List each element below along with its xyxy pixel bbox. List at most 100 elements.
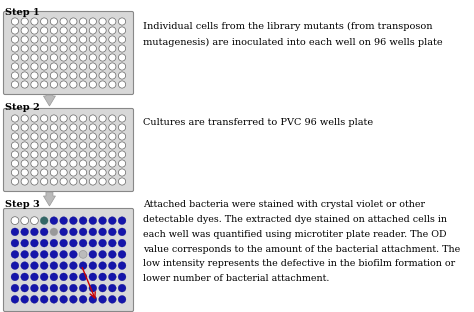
Circle shape bbox=[40, 295, 48, 303]
Circle shape bbox=[11, 142, 18, 149]
Circle shape bbox=[50, 295, 58, 303]
Circle shape bbox=[11, 239, 19, 247]
Circle shape bbox=[31, 151, 38, 158]
Circle shape bbox=[21, 115, 28, 122]
Circle shape bbox=[31, 27, 38, 34]
Circle shape bbox=[60, 18, 67, 25]
Circle shape bbox=[80, 169, 87, 176]
Circle shape bbox=[40, 239, 48, 247]
Text: Cultures are transferred to PVC 96 wells plate: Cultures are transferred to PVC 96 wells… bbox=[143, 118, 373, 127]
Circle shape bbox=[41, 18, 48, 25]
Circle shape bbox=[118, 262, 126, 270]
Circle shape bbox=[60, 217, 67, 225]
Circle shape bbox=[11, 133, 18, 140]
Text: lower number of bacterial attachment.: lower number of bacterial attachment. bbox=[143, 274, 329, 283]
Circle shape bbox=[89, 115, 96, 122]
Circle shape bbox=[60, 133, 67, 140]
Circle shape bbox=[89, 45, 96, 52]
Circle shape bbox=[60, 115, 67, 122]
Circle shape bbox=[40, 262, 48, 270]
Circle shape bbox=[60, 295, 67, 303]
Circle shape bbox=[80, 63, 87, 70]
Circle shape bbox=[60, 251, 67, 258]
Circle shape bbox=[89, 262, 97, 270]
Circle shape bbox=[50, 115, 57, 122]
Circle shape bbox=[80, 81, 87, 88]
Circle shape bbox=[70, 18, 77, 25]
Circle shape bbox=[70, 239, 77, 247]
Circle shape bbox=[89, 133, 96, 140]
Circle shape bbox=[60, 142, 67, 149]
Circle shape bbox=[70, 36, 77, 43]
Text: detectable dyes. The extracted dye stained on attached cells in: detectable dyes. The extracted dye stain… bbox=[143, 215, 447, 224]
Circle shape bbox=[21, 36, 28, 43]
Circle shape bbox=[89, 54, 96, 61]
Circle shape bbox=[21, 18, 28, 25]
Circle shape bbox=[89, 27, 96, 34]
Circle shape bbox=[50, 284, 58, 292]
Circle shape bbox=[11, 273, 19, 281]
Circle shape bbox=[99, 284, 107, 292]
Circle shape bbox=[70, 160, 77, 167]
Circle shape bbox=[89, 160, 96, 167]
Circle shape bbox=[70, 27, 77, 34]
Circle shape bbox=[109, 133, 116, 140]
Circle shape bbox=[70, 217, 77, 225]
Circle shape bbox=[31, 63, 38, 70]
Circle shape bbox=[80, 178, 87, 185]
Circle shape bbox=[118, 124, 126, 131]
FancyArrow shape bbox=[44, 192, 55, 206]
Circle shape bbox=[40, 228, 48, 236]
Circle shape bbox=[60, 284, 67, 292]
Circle shape bbox=[99, 295, 107, 303]
Circle shape bbox=[50, 45, 57, 52]
Text: Step 2: Step 2 bbox=[5, 103, 40, 112]
Circle shape bbox=[21, 217, 28, 225]
Circle shape bbox=[109, 160, 116, 167]
Circle shape bbox=[89, 63, 96, 70]
Circle shape bbox=[99, 169, 106, 176]
Circle shape bbox=[40, 284, 48, 292]
Circle shape bbox=[60, 72, 67, 79]
Circle shape bbox=[60, 27, 67, 34]
Circle shape bbox=[21, 262, 28, 270]
Circle shape bbox=[41, 63, 48, 70]
Circle shape bbox=[41, 45, 48, 52]
Circle shape bbox=[50, 228, 58, 236]
Circle shape bbox=[50, 251, 58, 258]
Circle shape bbox=[89, 142, 96, 149]
Circle shape bbox=[50, 217, 58, 225]
Text: mutagenesis) are inoculated into each well on 96 wells plate: mutagenesis) are inoculated into each we… bbox=[143, 37, 443, 46]
Circle shape bbox=[11, 284, 19, 292]
FancyBboxPatch shape bbox=[3, 208, 134, 311]
Circle shape bbox=[80, 45, 87, 52]
Circle shape bbox=[11, 169, 18, 176]
Circle shape bbox=[80, 160, 87, 167]
Circle shape bbox=[41, 133, 48, 140]
Circle shape bbox=[50, 160, 57, 167]
Circle shape bbox=[80, 36, 87, 43]
Text: each well was quantified using microtiter plate reader. The OD: each well was quantified using microtite… bbox=[143, 230, 447, 239]
Circle shape bbox=[109, 36, 116, 43]
Circle shape bbox=[21, 81, 28, 88]
Circle shape bbox=[30, 217, 38, 225]
Circle shape bbox=[41, 72, 48, 79]
Circle shape bbox=[60, 273, 67, 281]
Circle shape bbox=[109, 54, 116, 61]
Circle shape bbox=[11, 124, 18, 131]
Circle shape bbox=[118, 133, 126, 140]
Circle shape bbox=[99, 18, 106, 25]
Circle shape bbox=[80, 133, 87, 140]
Circle shape bbox=[109, 284, 116, 292]
Circle shape bbox=[40, 217, 48, 225]
Circle shape bbox=[70, 54, 77, 61]
Circle shape bbox=[89, 273, 97, 281]
Circle shape bbox=[70, 72, 77, 79]
Circle shape bbox=[31, 115, 38, 122]
Circle shape bbox=[31, 72, 38, 79]
Circle shape bbox=[118, 115, 126, 122]
Circle shape bbox=[50, 63, 57, 70]
Circle shape bbox=[118, 18, 126, 25]
Circle shape bbox=[89, 217, 97, 225]
Circle shape bbox=[11, 115, 18, 122]
